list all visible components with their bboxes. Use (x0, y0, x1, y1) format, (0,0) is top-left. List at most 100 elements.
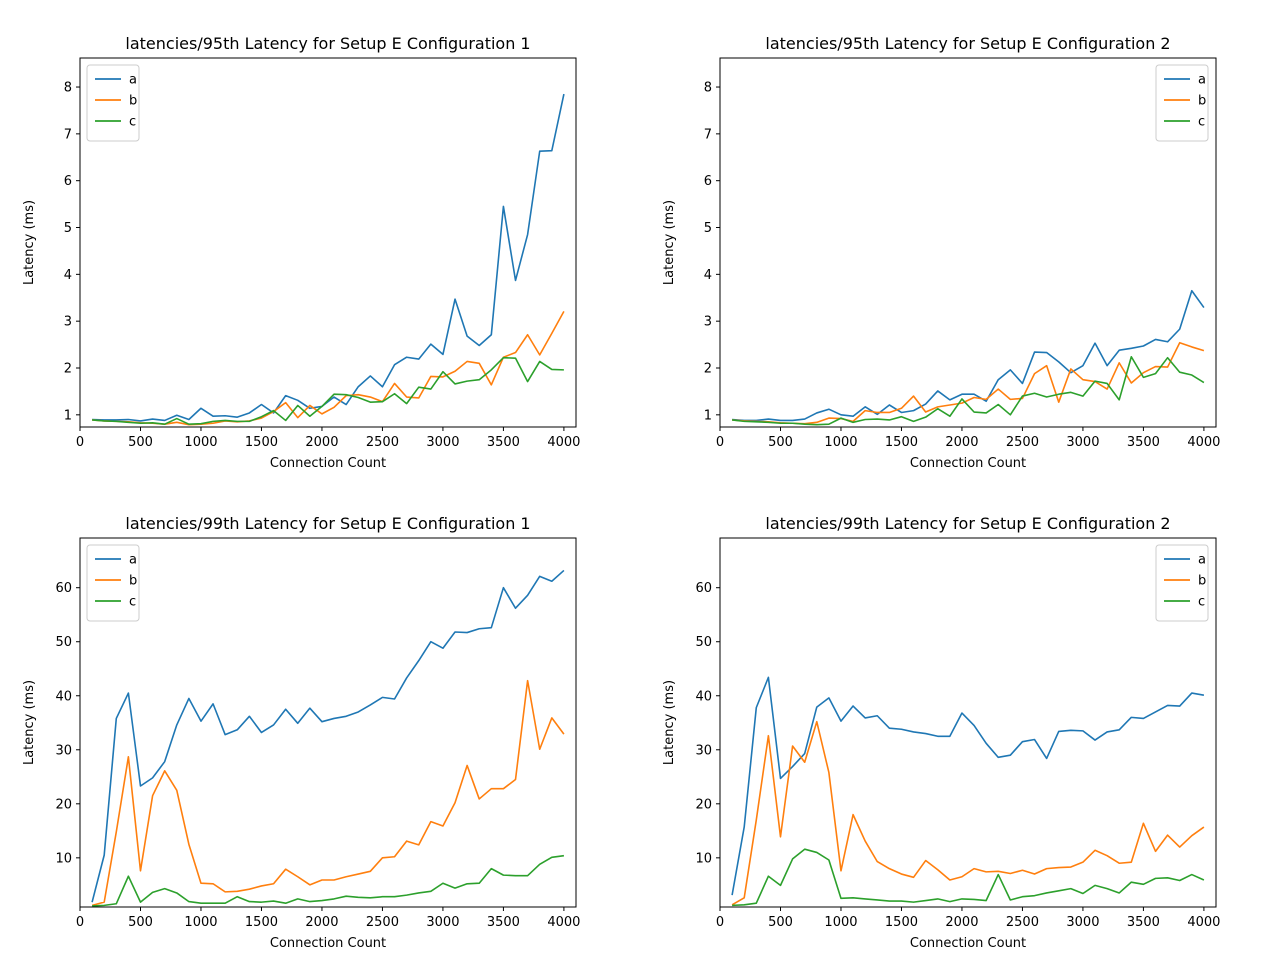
y-tick-label: 6 (64, 174, 72, 189)
legend-label-c: c (1198, 115, 1205, 130)
x-tick-label: 1000 (184, 435, 217, 450)
y-tick-label: 10 (695, 851, 712, 866)
plot-99th-config-2: latencies/99th Latency for Setup E Confi… (662, 514, 1220, 951)
x-tick-label: 3500 (1127, 435, 1160, 450)
legend-label-c: c (1198, 595, 1205, 610)
y-tick-label: 10 (55, 851, 72, 866)
plot-title: latencies/99th Latency for Setup E Confi… (765, 514, 1170, 533)
y-tick-label: 4 (704, 268, 712, 283)
y-axis-label: Latency (ms) (22, 680, 37, 765)
plot-95th-config-2: latencies/95th Latency for Setup E Confi… (662, 34, 1220, 471)
legend: abc (1155, 64, 1209, 142)
series-line-b (731, 720, 1205, 906)
axes-frame (719, 537, 1217, 908)
x-tick-label: 0 (716, 915, 724, 930)
series-line-b (732, 341, 1205, 425)
x-tick-label: 2500 (1006, 915, 1039, 930)
y-axis-label: Latency (ms) (22, 200, 37, 285)
x-tick-label: 1500 (885, 915, 918, 930)
x-tick-label: 3500 (1127, 915, 1160, 930)
x-tick-label: 0 (76, 915, 84, 930)
x-tick-label: 2000 (945, 435, 978, 450)
plot-95th-config-1: latencies/95th Latency for Setup E Confi… (22, 34, 580, 471)
legend-label-a: a (1198, 553, 1206, 568)
x-tick-label: 500 (768, 915, 793, 930)
legend: abc (1155, 544, 1209, 622)
plot-title: latencies/95th Latency for Setup E Confi… (125, 34, 530, 53)
series-line-a (731, 676, 1205, 896)
y-tick-label: 7 (64, 127, 72, 142)
plot-title: latencies/99th Latency for Setup E Confi… (125, 514, 530, 533)
x-tick-label: 1500 (245, 915, 278, 930)
y-axis-label: Latency (ms) (662, 680, 677, 765)
y-tick-label: 8 (704, 81, 712, 96)
x-tick-label: 4000 (1187, 435, 1220, 450)
y-tick-label: 3 (64, 315, 72, 330)
y-tick-label: 20 (55, 797, 72, 812)
y-tick-label: 6 (704, 174, 712, 189)
y-tick-label: 1 (704, 408, 712, 423)
x-tick-label: 0 (716, 435, 724, 450)
y-tick-label: 1 (64, 408, 72, 423)
series-line-a (92, 93, 565, 422)
y-tick-label: 5 (704, 221, 712, 236)
y-tick-label: 3 (704, 315, 712, 330)
legend-box (86, 64, 140, 142)
y-tick-label: 8 (64, 81, 72, 96)
y-tick-label: 2 (64, 361, 72, 376)
legend-label-c: c (129, 115, 136, 130)
series-line-a (91, 569, 565, 903)
legend: abc (86, 64, 140, 142)
legend-label-b: b (1198, 574, 1206, 589)
legend-label-b: b (1198, 94, 1206, 109)
series-line-c (732, 355, 1205, 426)
y-tick-label: 2 (704, 361, 712, 376)
x-tick-label: 500 (128, 915, 153, 930)
x-tick-label: 1000 (824, 915, 857, 930)
x-tick-label: 0 (76, 435, 84, 450)
y-axis-label: Latency (ms) (662, 200, 677, 285)
legend-box (86, 544, 140, 622)
x-tick-label: 4000 (1187, 915, 1220, 930)
x-tick-label: 2500 (366, 435, 399, 450)
legend-box (1155, 64, 1209, 142)
x-axis-label: Connection Count (910, 936, 1026, 951)
legend: abc (86, 544, 140, 622)
plot-title: latencies/95th Latency for Setup E Confi… (765, 34, 1170, 53)
y-tick-label: 30 (695, 743, 712, 758)
x-axis-label: Connection Count (910, 456, 1026, 471)
y-tick-label: 40 (55, 689, 72, 704)
x-tick-label: 1500 (245, 435, 278, 450)
x-tick-label: 1000 (184, 915, 217, 930)
x-tick-label: 2000 (305, 915, 338, 930)
x-axis-label: Connection Count (270, 456, 386, 471)
x-tick-label: 3000 (426, 435, 459, 450)
y-tick-label: 5 (64, 221, 72, 236)
plot-99th-config-1: latencies/99th Latency for Setup E Confi… (22, 514, 580, 951)
x-tick-label: 3000 (426, 915, 459, 930)
axes-frame (719, 57, 1217, 428)
x-tick-label: 2500 (1006, 435, 1039, 450)
series-line-c (92, 356, 564, 425)
legend-label-b: b (129, 574, 137, 589)
x-axis-label: Connection Count (270, 936, 386, 951)
y-tick-label: 4 (64, 268, 72, 283)
x-tick-label: 4000 (547, 435, 580, 450)
x-tick-label: 1500 (885, 435, 918, 450)
legend-label-a: a (129, 553, 137, 568)
x-tick-label: 2000 (305, 435, 338, 450)
y-tick-label: 60 (55, 581, 72, 596)
x-tick-label: 3500 (487, 435, 520, 450)
y-tick-label: 30 (55, 743, 72, 758)
x-tick-label: 500 (768, 435, 793, 450)
legend-label-b: b (129, 94, 137, 109)
x-tick-label: 2000 (945, 915, 978, 930)
y-tick-label: 40 (695, 689, 712, 704)
y-tick-label: 60 (695, 581, 712, 596)
x-tick-label: 3500 (487, 915, 520, 930)
axes-frame (79, 537, 577, 908)
series-line-c (732, 848, 1205, 907)
y-tick-label: 20 (695, 797, 712, 812)
series-line-c (92, 854, 565, 907)
